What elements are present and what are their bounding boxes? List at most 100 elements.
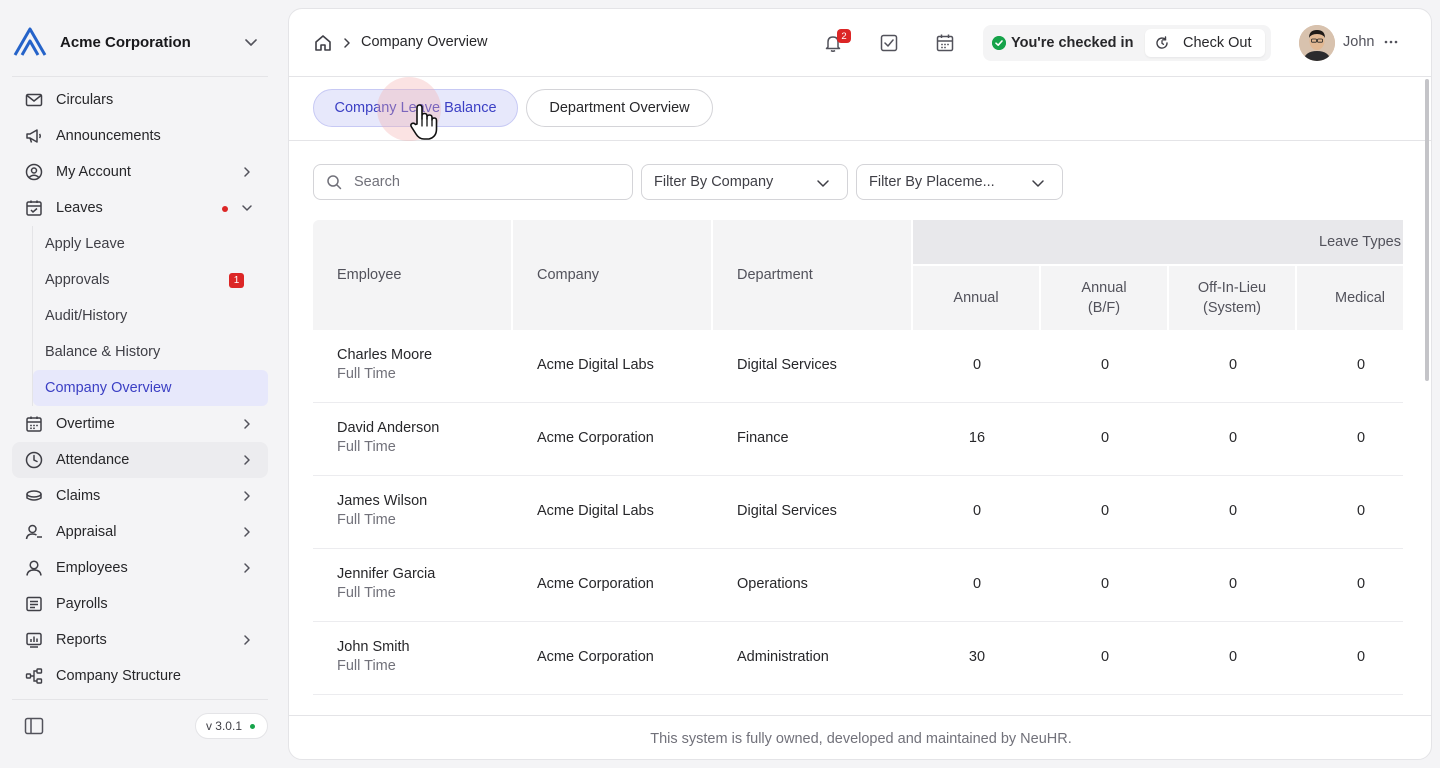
sidebar-item-reports[interactable]: Reports (12, 622, 268, 658)
employee-name[interactable]: John Smith (337, 639, 410, 655)
medical-cell: 0 (1356, 576, 1366, 592)
sidebar-item-circulars[interactable]: Circulars (12, 82, 268, 118)
sidebar-item-label: Overtime (56, 416, 115, 432)
annual-bf-cell: 0 (1100, 357, 1110, 373)
table-row[interactable]: Charles Moore Full Time Acme Digital Labs… (313, 330, 1403, 403)
sidebar-item-label: Circulars (56, 92, 114, 108)
table-row[interactable]: John Smith Full Time Acme Corporation Adm… (313, 622, 1403, 695)
sidebar-item-label: Company Structure (56, 668, 181, 684)
table-row[interactable]: David Anderson Full Time Acme Corporation… (313, 403, 1403, 476)
subnav-apply-leave[interactable]: Apply Leave (45, 236, 125, 252)
sidebar-item-label: Reports (56, 632, 107, 648)
receipt-icon (24, 594, 44, 614)
column-header-department: Department (713, 220, 911, 330)
sidebar-item-appraisal[interactable]: Appraisal (12, 514, 268, 550)
header-line: (B/F) (1087, 300, 1121, 316)
sidebar-item-my-account[interactable]: My Account (12, 154, 268, 190)
filter-company-label: Filter By Company (654, 174, 774, 190)
check-circle-icon (992, 36, 1006, 50)
notification-count-badge: 2 (837, 29, 851, 43)
chevron-right-icon (244, 635, 250, 645)
off-in-lieu-cell: 0 (1228, 576, 1238, 592)
employee-name[interactable]: Charles Moore (337, 347, 433, 363)
search-icon (327, 175, 342, 190)
annual-cell: 0 (972, 503, 982, 519)
subnav-company-overview[interactable]: Company Overview (33, 370, 268, 406)
status-dot (250, 723, 255, 729)
more-horizontal-icon[interactable] (1383, 34, 1399, 50)
sidebar-item-payrolls[interactable]: Payrolls (12, 586, 268, 622)
user-name[interactable]: John (1343, 34, 1375, 50)
header-line: (System) (1203, 300, 1261, 316)
filter-company-select[interactable]: Filter By Company (641, 164, 848, 200)
company-switcher[interactable]: Acme Corporation (12, 24, 268, 60)
table-row[interactable]: James Wilson Full Time Acme Digital Labs … (313, 476, 1403, 549)
subnav-balance-history[interactable]: Balance & History (45, 344, 161, 360)
vertical-scrollbar[interactable] (1423, 77, 1431, 715)
calendar-icon[interactable] (935, 33, 955, 53)
sidebar-item-leaves[interactable]: Leaves (12, 190, 268, 226)
company-logo-icon (12, 24, 48, 60)
subnav-audit-history[interactable]: Audit/History (45, 308, 128, 324)
filter-placement-select[interactable]: Filter By Placeme... (856, 164, 1063, 200)
home-icon[interactable] (313, 33, 333, 53)
annual-bf-cell: 0 (1100, 503, 1110, 519)
tab-department-overview[interactable]: Department Overview (526, 89, 713, 127)
topbar: Company Overview 2 You're checked in Che… (289, 9, 1431, 77)
sidebar-toggle-icon[interactable] (24, 717, 44, 735)
sidebar-item-overtime[interactable]: Overtime (12, 406, 268, 442)
main-panel: Company Overview 2 You're checked in Che… (288, 8, 1432, 760)
sidebar-item-company-structure[interactable]: Company Structure (12, 658, 268, 694)
employment-type: Full Time (337, 585, 396, 601)
search-input[interactable] (354, 174, 614, 190)
column-header-annual: Annual (913, 266, 1039, 330)
employee-cell: Charles Moore Full Time (337, 347, 432, 382)
chevron-right-icon (244, 563, 250, 573)
avatar[interactable] (1299, 25, 1335, 61)
sidebar-item-announcements[interactable]: Announcements (12, 118, 268, 154)
coins-icon (24, 486, 44, 506)
scrollbar-thumb[interactable] (1425, 79, 1429, 381)
chevron-down-icon (1032, 180, 1044, 187)
employee-name[interactable]: Jennifer Garcia (337, 566, 436, 582)
column-header-annual-bf: Annual (B/F) (1041, 266, 1167, 330)
column-header-company: Company (513, 220, 711, 330)
check-out-button[interactable]: Check Out (1145, 29, 1265, 57)
tab-bar: Company Leave Balance Department Overvie… (289, 77, 1431, 141)
employment-type: Full Time (337, 366, 396, 382)
sidebar-item-label: Attendance (56, 452, 130, 468)
annual-cell: 0 (972, 357, 982, 373)
tab-company-leave-balance[interactable]: Company Leave Balance (313, 89, 518, 127)
sidebar-divider (12, 699, 268, 700)
sidebar-footer: v 3.0.1 (12, 708, 268, 744)
employee-name[interactable]: David Anderson (337, 420, 440, 436)
chevron-right-icon (344, 38, 350, 48)
leaves-alert-dot (222, 206, 228, 212)
employment-type: Full Time (337, 439, 396, 455)
employee-name[interactable]: James Wilson (337, 493, 428, 509)
checkin-status-text: You're checked in (1011, 35, 1134, 51)
chevron-down-icon (817, 180, 829, 187)
table-row[interactable]: Jennifer Garcia Full Time Acme Corporatio… (313, 549, 1403, 622)
employment-type: Full Time (337, 512, 396, 528)
subnav-approvals[interactable]: Approvals 1 (33, 262, 268, 298)
sidebar-item-employees[interactable]: Employees (12, 550, 268, 586)
department-cell: Operations (737, 576, 808, 592)
company-cell: Acme Digital Labs (537, 503, 654, 519)
clock-icon (24, 450, 44, 470)
sidebar-item-attendance[interactable]: Attendance (12, 442, 268, 478)
search-box (313, 164, 633, 200)
chevron-right-icon (244, 419, 250, 429)
subnav-label: Approvals (45, 272, 110, 288)
annual-bf-cell: 0 (1100, 430, 1110, 446)
filter-placement-label: Filter By Placeme... (869, 174, 995, 190)
header-line: Annual (1081, 280, 1127, 296)
chevron-down-icon (242, 205, 252, 211)
off-in-lieu-cell: 0 (1228, 649, 1238, 665)
header-line: Off-In-Lieu (1197, 280, 1267, 296)
task-check-icon[interactable] (879, 33, 899, 53)
sidebar-item-label: Announcements (56, 128, 161, 144)
employee-cell: Jennifer Garcia Full Time (337, 566, 435, 601)
medical-cell: 0 (1356, 357, 1366, 373)
sidebar-item-claims[interactable]: Claims (12, 478, 268, 514)
